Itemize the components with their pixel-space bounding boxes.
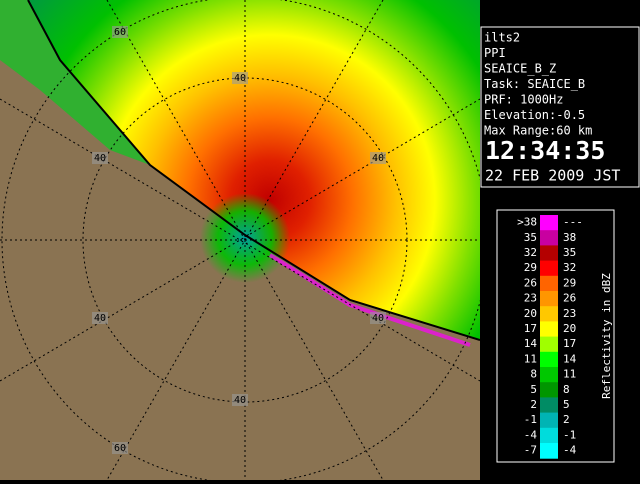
legend-upper: 29 xyxy=(563,276,576,289)
legend-swatch xyxy=(540,321,558,338)
legend-swatch xyxy=(540,351,558,368)
azimuth-line xyxy=(106,0,384,480)
range-label-bg xyxy=(370,312,386,324)
coastal-echo xyxy=(0,0,150,165)
legend-label: 20 xyxy=(524,307,537,320)
legend-swatch xyxy=(540,306,558,322)
legend-label: -4 xyxy=(524,428,538,441)
legend-label: -1 xyxy=(524,413,537,426)
legend-label: 14 xyxy=(524,337,538,350)
legend-upper: -1 xyxy=(563,428,576,441)
sea-echo xyxy=(0,0,480,340)
info-line: PPI xyxy=(484,46,506,60)
legend-label: 23 xyxy=(524,292,537,305)
legend-upper: --- xyxy=(563,216,583,229)
legend-upper: 35 xyxy=(563,246,576,259)
range-label-bg xyxy=(370,152,386,164)
info-line: SEAICE_B_Z xyxy=(484,62,556,76)
date: 22 FEB 2009 JST xyxy=(485,167,620,185)
legend-swatch xyxy=(540,245,558,262)
legend-label: 2 xyxy=(530,398,537,411)
legend-title: Reflectivity in dBZ xyxy=(600,273,613,399)
legend-upper: 11 xyxy=(563,368,576,381)
legend-upper: 32 xyxy=(563,261,576,274)
legend-swatch xyxy=(540,382,558,398)
legend-upper: 20 xyxy=(563,322,576,335)
legend-upper: 14 xyxy=(563,352,577,365)
legend-label: 26 xyxy=(524,276,537,289)
legend-swatch xyxy=(540,260,558,277)
info-line: ilts2 xyxy=(484,31,520,45)
range-label-bg xyxy=(92,152,108,164)
legend: >38 --- 35 38 32 35 29 32 26 29 23 26 20 23 17 20 14 17 11… xyxy=(517,215,583,459)
legend-upper: 8 xyxy=(563,383,570,396)
legend-label: 29 xyxy=(524,261,537,274)
legend-label: 35 xyxy=(524,231,537,244)
info-box xyxy=(480,26,640,188)
range-label: 40 xyxy=(372,153,384,164)
legend-upper: 26 xyxy=(563,292,576,305)
range-label-bg xyxy=(112,26,128,38)
legend-upper: -4 xyxy=(563,444,577,457)
legend-label: 5 xyxy=(530,383,537,396)
legend-label: 17 xyxy=(524,322,537,335)
legend-label: 11 xyxy=(524,352,537,365)
range-label: 40 xyxy=(94,153,106,164)
legend-swatch xyxy=(540,367,558,383)
range-label-bg xyxy=(232,72,248,84)
range-label: 60 xyxy=(114,27,126,38)
legend-swatch xyxy=(540,230,558,246)
info-line: Task: SEAICE_B xyxy=(484,77,585,91)
legend-label: 32 xyxy=(524,246,537,259)
legend-swatch xyxy=(540,443,558,459)
legend-upper: 5 xyxy=(563,398,570,411)
range-label: 40 xyxy=(234,73,246,84)
info-line: Max Range:60 km xyxy=(484,124,592,138)
info-line: Elevation:-0.5 xyxy=(484,108,585,122)
range-labels: 60 40 40 40 40 40 40 60 xyxy=(92,26,386,454)
legend-upper: 17 xyxy=(563,337,576,350)
range-label-bg xyxy=(92,312,108,324)
legend-swatch xyxy=(540,412,558,429)
range-label-bg xyxy=(232,394,248,406)
range-label-bg xyxy=(112,442,128,454)
legend-upper: 23 xyxy=(563,307,576,320)
legend-swatch xyxy=(540,336,558,353)
legend-label: 8 xyxy=(530,368,537,381)
legend-swatch xyxy=(540,397,558,414)
legend-swatch xyxy=(540,275,558,292)
legend-swatch xyxy=(540,427,558,444)
legend-swatch xyxy=(540,291,558,307)
near-clutter xyxy=(200,193,290,283)
time: 12:34:35 xyxy=(485,136,605,165)
range-label: 60 xyxy=(114,443,126,454)
range-label: 40 xyxy=(372,313,384,324)
legend-upper: 38 xyxy=(563,231,576,244)
legend-label: -7 xyxy=(524,444,537,457)
legend-upper: 2 xyxy=(563,413,570,426)
coastline xyxy=(27,0,480,341)
radar-image: 60 40 40 40 40 40 40 60 xyxy=(0,0,480,480)
legend-swatch xyxy=(540,215,558,231)
legend-label: >38 xyxy=(517,216,537,229)
info-line: PRF: 1000Hz xyxy=(484,93,563,107)
range-label: 40 xyxy=(94,313,106,324)
range-label: 40 xyxy=(234,395,246,406)
